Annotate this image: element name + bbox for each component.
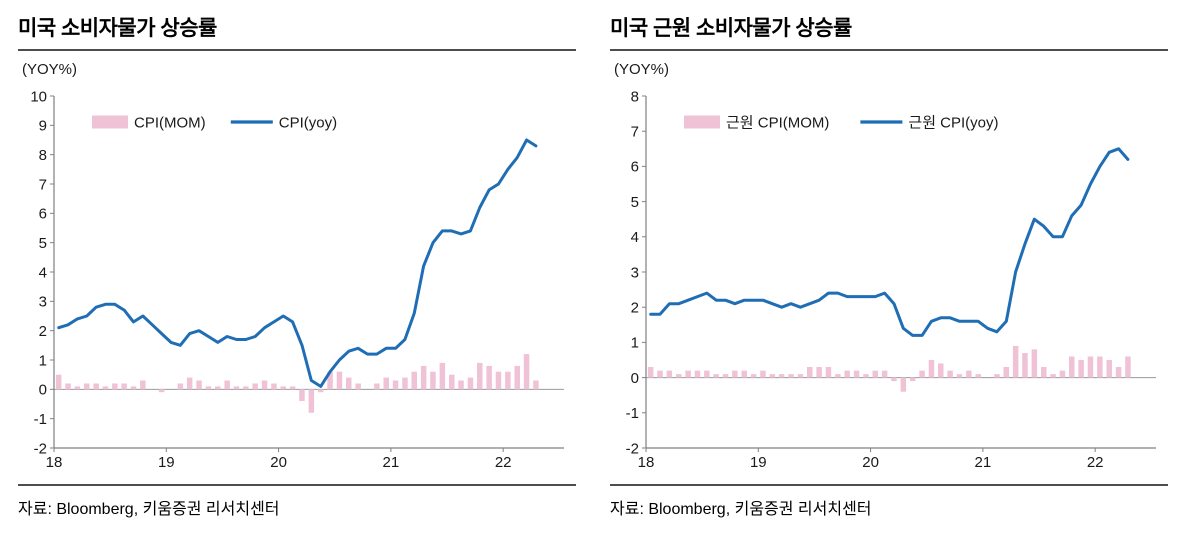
title-divider <box>18 49 576 51</box>
y-tick-label: -1 <box>626 405 639 422</box>
legend: CPI(MOM) CPI(yoy) <box>92 114 337 131</box>
chart-title-headline-cpi: 미국 소비자물가 상승률 <box>18 17 217 40</box>
mom-bar-series <box>55 354 539 413</box>
x-tick-label: 22 <box>495 454 512 471</box>
legend-line-label: CPI(yoy) <box>279 114 337 131</box>
y-tick-label: 6 <box>631 159 639 176</box>
chart-title-core-cpi: 미국 근원 소비자물가 상승률 <box>610 17 852 40</box>
y-tick-label: 4 <box>39 264 47 281</box>
y-tick-label: 9 <box>39 118 47 135</box>
y-tick-label: -2 <box>626 440 639 457</box>
source-note: 자료: Bloomberg, 키움증권 리서치센터 <box>18 501 280 518</box>
y-tick-label: 8 <box>39 147 47 164</box>
y-tick-label: 4 <box>631 229 639 246</box>
y-axis-unit-label: (YOY%) <box>614 61 670 78</box>
chart-panel-core-cpi: 미국 근원 소비자물가 상승률 (YOY%) -2 -1 0 1 2 3 4 5 6 7 8 18 19… <box>610 8 1168 519</box>
y-tick-label: 8 <box>631 88 639 105</box>
legend-line-label: 근원 CPI(yoy) <box>908 114 998 131</box>
y-tick-label: 0 <box>39 382 47 399</box>
x-tick-label: 21 <box>383 454 400 471</box>
source-divider <box>610 484 1168 486</box>
x-tick-label: 20 <box>862 454 879 471</box>
y-tick-label: -1 <box>34 411 47 428</box>
x-tick-label: 18 <box>638 454 655 471</box>
source-divider <box>18 484 576 486</box>
y-tick-label: 10 <box>30 88 47 105</box>
legend-bar-label: 근원 CPI(MOM) <box>726 114 829 131</box>
chart-panel-headline-cpi: 미국 소비자물가 상승률 (YOY%) -2 -1 0 1 2 3 4 5 6 7 8 9 10 18 19… <box>18 8 576 519</box>
x-tick-label: 22 <box>1087 454 1104 471</box>
y-tick-label: 2 <box>631 299 639 316</box>
axes: -2 -1 0 1 2 3 4 5 6 7 8 18 19 20 21 22 <box>626 88 1156 471</box>
legend: 근원 CPI(MOM) 근원 CPI(yoy) <box>684 114 999 131</box>
y-tick-label: 0 <box>631 370 639 387</box>
y-tick-label: 6 <box>39 206 47 223</box>
y-tick-label: -2 <box>34 440 47 457</box>
x-tick-label: 19 <box>158 454 175 471</box>
y-tick-label: 3 <box>631 264 639 281</box>
y-tick-label: 7 <box>631 123 639 140</box>
axes: -2 -1 0 1 2 3 4 5 6 7 8 9 10 18 19 20 21 22 <box>30 88 564 471</box>
x-tick-label: 20 <box>270 454 287 471</box>
y-axis-unit-label: (YOY%) <box>22 61 78 78</box>
legend-bar-label: CPI(MOM) <box>134 114 206 131</box>
y-tick-label: 2 <box>39 323 47 340</box>
legend-bar-swatch <box>684 115 720 129</box>
headline-cpi-chart: -2 -1 0 1 2 3 4 5 6 7 8 9 10 18 19 20 21 22 CPI(MOM) CPI(yo… <box>30 88 564 471</box>
title-divider <box>610 49 1168 51</box>
legend-bar-swatch <box>92 115 128 129</box>
y-tick-label: 3 <box>39 294 47 311</box>
yoy-line-series <box>649 147 1130 337</box>
source-note: 자료: Bloomberg, 키움증권 리서치센터 <box>610 501 872 518</box>
x-tick-label: 19 <box>750 454 767 471</box>
report-charts-page: 미국 소비자물가 상승률 (YOY%) -2 -1 0 1 2 3 4 5 6 7 8 9 10 18 19… <box>18 8 1168 519</box>
yoy-line-series <box>57 138 538 388</box>
y-tick-label: 5 <box>39 235 47 252</box>
y-tick-label: 1 <box>631 335 639 352</box>
mom-bar-series <box>647 345 1131 392</box>
y-tick-label: 1 <box>39 352 47 369</box>
y-tick-label: 7 <box>39 176 47 193</box>
y-tick-label: 5 <box>631 194 639 211</box>
x-tick-label: 18 <box>46 454 63 471</box>
x-tick-label: 21 <box>975 454 992 471</box>
